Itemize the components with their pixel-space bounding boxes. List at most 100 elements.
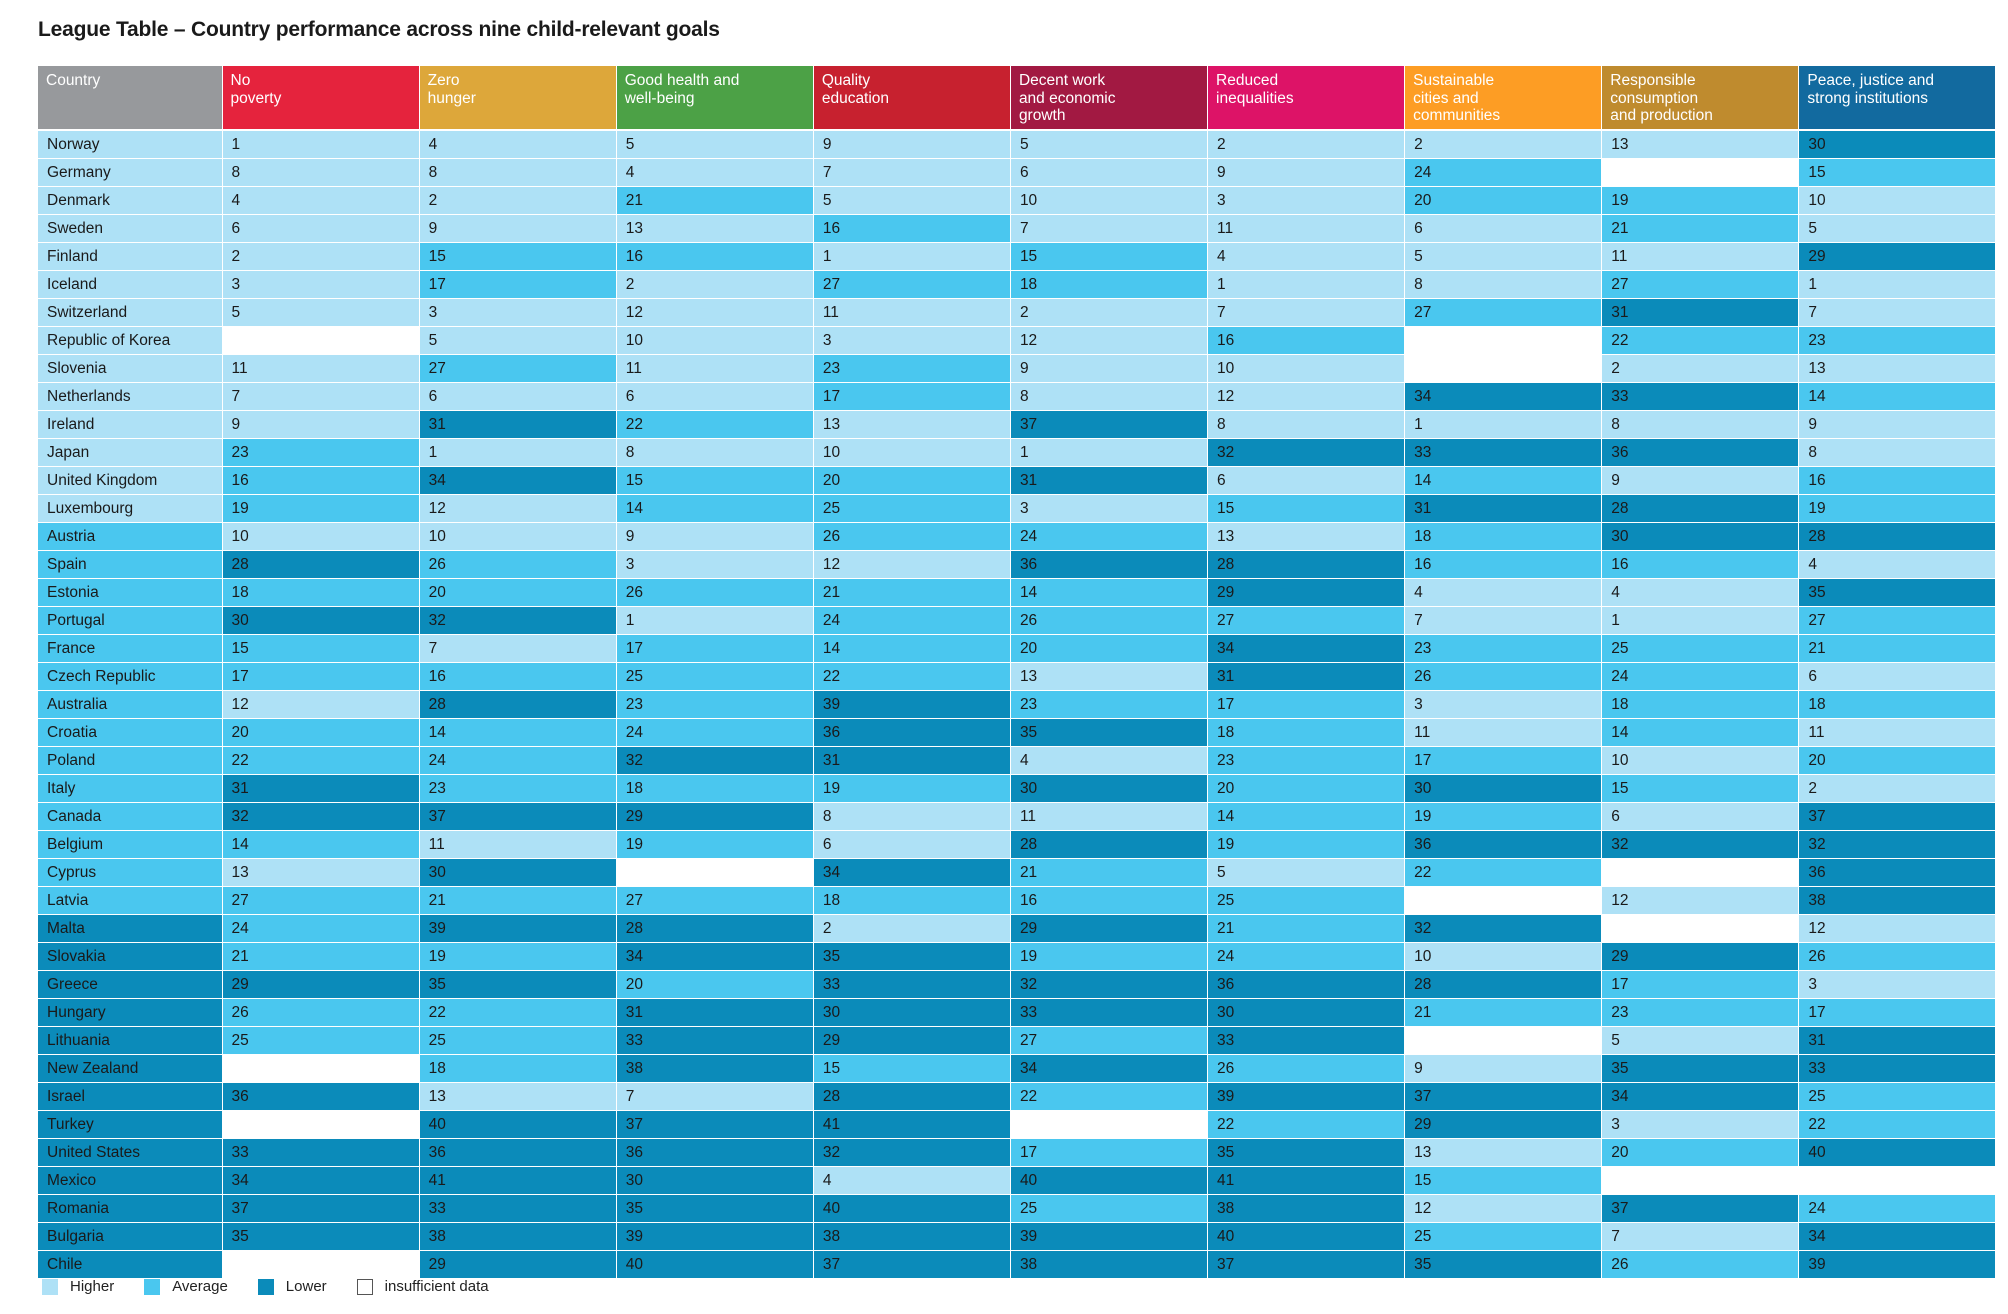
rank-cell: 6 [1010,158,1209,187]
rank-cell: 11 [616,354,814,383]
rank-cell [222,1110,420,1139]
table-row: Netherlands 7 6 6 17 8 12 34 33 14 [38,382,1997,411]
country-cell: Israel [38,1082,223,1111]
table-row: Israel 36 13 7 28 22 39 37 34 25 [38,1082,1997,1111]
rank-cell: 7 [1207,298,1406,327]
rank-cell: 9 [419,214,617,243]
rank-cell: 30 [616,1166,814,1195]
legend-label: Average [172,1278,228,1295]
rank-cell: 9 [1601,466,1800,495]
table-row: Canada 32 37 29 8 11 14 19 6 37 [38,802,1997,831]
rank-cell: 11 [813,298,1011,327]
rank-cell: 19 [1404,802,1603,831]
rank-cell: 8 [1010,382,1209,411]
rank-cell: 10 [1798,186,1997,215]
rank-cell: 29 [616,802,814,831]
rank-cell: 26 [813,522,1011,551]
rank-cell: 14 [1404,466,1603,495]
rank-cell: 10 [1207,354,1406,383]
rank-cell: 32 [1207,438,1406,467]
country-cell: Turkey [38,1110,223,1139]
rank-cell: 18 [1798,690,1997,719]
rank-cell: 15 [813,1054,1011,1083]
rank-cell [222,326,420,355]
rank-cell: 33 [1010,998,1209,1027]
rank-cell: 35 [222,1222,420,1251]
rank-cell: 34 [1207,634,1406,663]
rank-cell [1798,1166,1997,1195]
rank-cell: 16 [1010,886,1209,915]
rank-cell: 5 [1010,129,1209,159]
rank-cell: 26 [1601,1250,1800,1278]
rank-cell: 26 [1207,1054,1406,1083]
rank-cell: 21 [222,942,420,971]
rank-cell [1601,914,1800,943]
rank-cell: 2 [1601,354,1800,383]
rank-cell: 28 [616,914,814,943]
rank-cell: 33 [419,1194,617,1223]
rank-cell [1404,354,1603,383]
rank-cell: 10 [616,326,814,355]
rank-cell: 8 [1404,270,1603,299]
rank-cell: 21 [1207,914,1406,943]
rank-cell: 6 [1798,662,1997,691]
page-title: League Table – Country performance acros… [38,18,720,41]
rank-cell [1010,1110,1209,1139]
rank-cell: 9 [222,410,420,439]
rank-cell: 22 [1798,1110,1997,1139]
rank-cell: 4 [616,158,814,187]
country-cell: Spain [38,550,223,579]
country-cell: United Kingdom [38,466,223,495]
rank-cell: 21 [813,578,1011,607]
rank-cell: 5 [813,186,1011,215]
country-cell: Latvia [38,886,223,915]
rank-cell: 35 [616,1194,814,1223]
rank-cell: 17 [419,270,617,299]
rank-cell: 9 [1798,410,1997,439]
rank-cell: 30 [222,606,420,635]
country-cell: Croatia [38,718,223,747]
rank-cell: 7 [1010,214,1209,243]
rank-cell: 29 [1207,578,1406,607]
rank-cell: 39 [813,690,1011,719]
country-cell: Denmark [38,186,223,215]
rank-cell: 27 [419,354,617,383]
rank-cell: 39 [1010,1222,1209,1251]
rank-cell: 37 [1207,1250,1406,1278]
rank-cell: 15 [1601,774,1800,803]
rank-cell: 21 [1404,998,1603,1027]
rank-cell: 38 [813,1222,1011,1251]
table-row: Germany 8 8 4 7 6 9 24 15 [38,158,1997,187]
rank-cell: 19 [419,942,617,971]
rank-cell: 37 [1404,1082,1603,1111]
rank-cell: 2 [1404,129,1603,159]
rank-cell: 20 [1010,634,1209,663]
country-cell: Hungary [38,998,223,1027]
rank-cell: 37 [616,1110,814,1139]
rank-cell: 24 [616,718,814,747]
rank-cell: 30 [813,998,1011,1027]
rank-cell: 22 [1010,1082,1209,1111]
legend-swatch-lower [257,1278,274,1295]
rank-cell: 21 [1010,858,1209,887]
table-body: Norway 1 4 5 9 5 2 2 13 30 Germany 8 8 4 7 6 9 24 15 Denmar… [38,129,1997,1278]
rank-cell: 18 [419,1054,617,1083]
rank-cell: 31 [813,746,1011,775]
rank-cell: 10 [222,522,420,551]
table-row: Poland 22 24 32 31 4 23 17 10 20 [38,746,1997,775]
country-cell: Czech Republic [38,662,223,691]
rank-cell: 25 [419,1026,617,1055]
rank-cell: 33 [813,970,1011,999]
rank-cell: 29 [419,1250,617,1278]
rank-cell: 29 [813,1026,1011,1055]
legend-item-lower: Lower [257,1278,327,1295]
rank-cell: 36 [813,718,1011,747]
rank-cell: 31 [616,998,814,1027]
rank-cell: 29 [1798,242,1997,271]
header-goal-8: Responsible consumption and production [1601,66,1800,130]
rank-cell: 33 [222,1138,420,1167]
rank-cell: 5 [222,298,420,327]
rank-cell: 6 [222,214,420,243]
rank-cell: 18 [1404,522,1603,551]
rank-cell: 38 [419,1222,617,1251]
